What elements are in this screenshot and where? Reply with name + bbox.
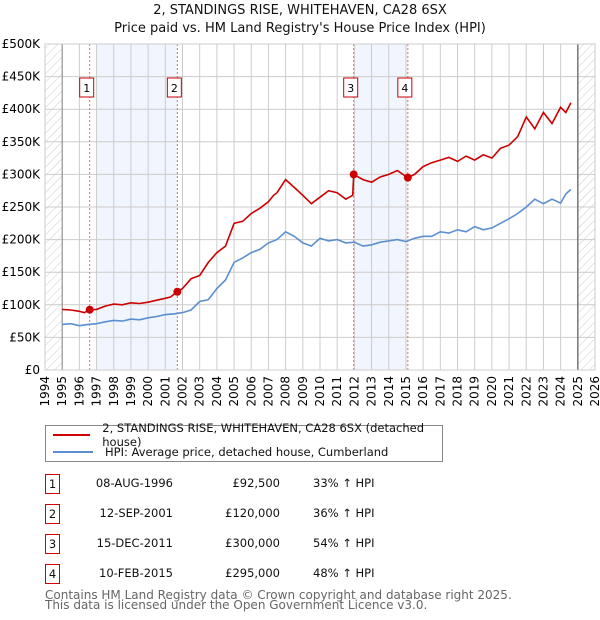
sale-number-box [166,77,182,98]
sale-number-label: 1 [83,82,90,95]
x-tick-label: 2003 [193,376,207,407]
y-tick-label: £150K [2,265,42,279]
x-tick-label: 2023 [536,376,550,407]
legend-item-hpi: HPI: Average price, detached house, Cumb… [46,444,388,460]
sale-number-badge: 2 [45,504,60,524]
x-tick-label: 2024 [554,376,568,407]
legend-swatch-red [53,434,91,436]
legend-label: 2, STANDINGS RISE, WHITEHAVEN, CA28 6SX … [102,421,425,449]
x-tick-label: 2020 [485,376,499,407]
sale-date: 15-DEC-2011 [96,536,173,550]
x-tick-label: 2025 [571,376,585,407]
y-tick-label: £300K [2,167,42,181]
sale-price: £295,000 [225,566,280,580]
y-tick-label: £200K [2,233,42,247]
x-tick-label: 1996 [72,376,86,407]
chart-title: 2, STANDINGS RISE, WHITEHAVEN, CA28 6SX [153,3,447,18]
sale-date: 08-AUG-1996 [95,476,173,490]
property-price-line [62,102,572,314]
chart-subtitle: Price paid vs. HM Land Registry's House … [114,21,486,36]
x-tick-label: 2015 [399,376,413,407]
sale-number-label: 3 [347,82,354,95]
sale-date: 12-SEP-2001 [99,506,173,520]
x-tick-label: 2007 [261,376,275,407]
x-tick-label: 2012 [347,376,361,407]
sale-date: 10-FEB-2015 [99,566,173,580]
x-tick-label: 2006 [244,376,258,407]
y-tick-label: £100K [2,298,42,312]
legend: 2, STANDINGS RISE, WHITEHAVEN, CA28 6SX … [45,421,443,462]
y-tick-label: £400K [2,102,42,116]
sale-number-box [397,77,413,98]
x-tick-label: 1995 [55,376,69,407]
x-tick-label: 2009 [296,376,310,407]
footer-line: Contains HM Land Registry data © Crown c… [45,588,512,602]
table-row: 2 12-SEP-2001 £120,000 36% ↑ HPI [45,504,445,524]
sale-number-badge: 3 [45,534,60,554]
x-tick-label: 2016 [416,376,430,407]
footer: Contains HM Land Registry data © Crown c… [45,588,512,612]
table-row: 4 10-FEB-2015 £295,000 48% ↑ HPI [45,564,445,584]
sale-hpi-change: 36% ↑ HPI [313,506,375,520]
sale-number-box [343,77,359,98]
x-tick-label: 2005 [227,376,241,407]
x-tick-label: 1998 [107,376,121,407]
sale-number-box [79,77,95,98]
sale-point [349,170,358,179]
sale-price: £300,000 [225,536,280,550]
table-row: 3 15-DEC-2011 £300,000 54% ↑ HPI [45,534,445,554]
sale-hpi-change: 48% ↑ HPI [313,566,375,580]
x-tick-label: 1997 [90,376,104,407]
y-tick-label: £500K [2,37,42,51]
x-tick-label: 2013 [365,376,379,407]
footer-line: This data is licensed under the Open Gov… [45,598,428,612]
sale-number-badge: 1 [45,474,60,494]
table-row: 1 08-AUG-1996 £92,500 33% ↑ HPI [45,474,445,494]
x-tick-label: 2026 [588,376,600,407]
sale-hpi-change: 54% ↑ HPI [313,536,375,550]
sale-number-label: 2 [171,82,178,95]
legend-swatch-blue [53,451,93,453]
sale-number-label: 4 [401,82,408,95]
sale-point [403,173,412,182]
x-tick-label: 2019 [468,376,482,407]
x-tick-label: 2010 [313,376,327,407]
sale-number-badge: 4 [45,564,60,584]
legend-label: HPI: Average price, detached house, Cumb… [105,445,389,459]
sale-point [85,305,94,314]
hpi-line [62,188,572,327]
x-tick-label: 1994 [38,376,52,407]
x-tick-label: 2001 [158,376,172,407]
x-tick-label: 1999 [124,376,138,407]
sale-price: £120,000 [225,506,280,520]
x-tick-label: 2021 [502,376,516,407]
x-tick-label: 2002 [176,376,190,407]
plot-border [44,43,596,371]
x-tick-label: 2014 [382,376,396,407]
y-tick-label: £450K [2,70,42,84]
y-tick-label: £250K [2,200,42,214]
x-tick-label: 2022 [519,376,533,407]
y-tick-label: £350K [2,135,42,149]
x-tick-label: 2018 [451,376,465,407]
x-tick-label: 2011 [330,376,344,407]
sale-price: £92,500 [232,476,280,490]
sale-hpi-change: 33% ↑ HPI [313,476,375,490]
price-chart: 1994 1995 1996 1997 1998 1999 2000 2001 2002 2003… [2,37,600,407]
x-tick-label: 2004 [210,376,224,407]
legend-item-property: 2, STANDINGS RISE, WHITEHAVEN, CA28 6SX … [46,421,442,449]
y-tick-label: £50K [9,330,41,344]
x-tick-label: 2017 [433,376,447,407]
x-tick-label: 2000 [141,376,155,407]
y-tick-label: £0 [25,363,40,377]
sale-point [173,287,182,296]
x-tick-label: 2008 [279,376,293,407]
